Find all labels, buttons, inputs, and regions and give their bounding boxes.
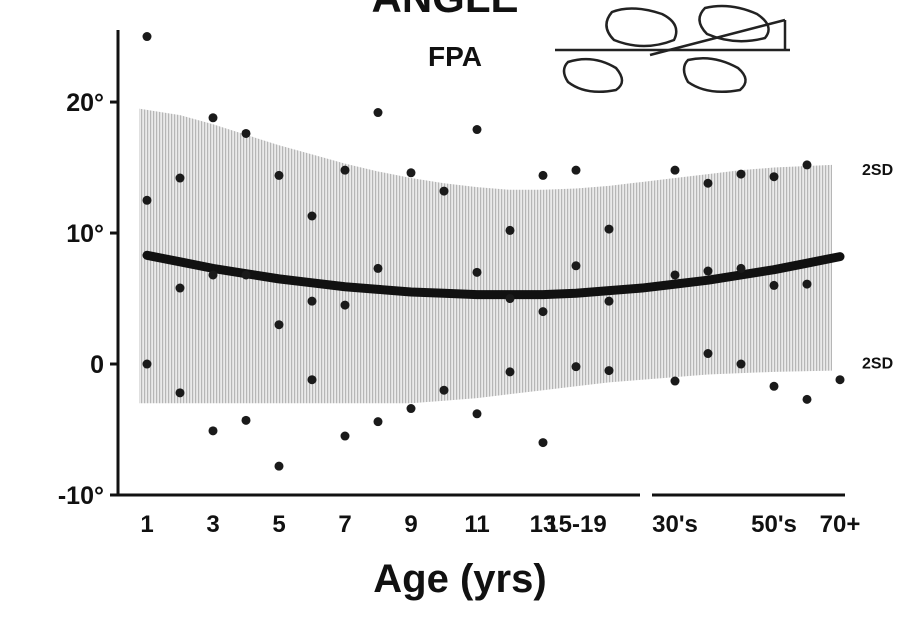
data-point (604, 296, 614, 306)
x-tick-label: 9 (404, 511, 417, 538)
data-point (142, 359, 152, 369)
data-point (340, 165, 350, 175)
foot-illustration (555, 4, 790, 93)
data-point (703, 178, 713, 188)
data-point (406, 168, 416, 178)
data-point (703, 349, 713, 359)
data-point (439, 385, 449, 395)
data-point (142, 195, 152, 205)
data-point (571, 261, 581, 271)
data-point (670, 270, 680, 280)
data-point (175, 283, 185, 293)
data-point (505, 367, 515, 377)
data-point (241, 270, 251, 280)
data-point (472, 125, 482, 135)
data-point (307, 375, 317, 385)
data-point (175, 173, 185, 183)
data-point (406, 404, 416, 414)
data-point (307, 211, 317, 221)
data-point (373, 263, 383, 273)
y-tick-label: 20° (66, 89, 104, 117)
data-point (538, 307, 548, 317)
data-point (604, 366, 614, 376)
x-tick-label: 15-19 (545, 511, 606, 538)
x-tick-label: 1 (140, 511, 153, 538)
chart-title: ANGLE (372, 0, 519, 21)
data-point (505, 294, 515, 304)
data-point (373, 417, 383, 427)
annotation: 2SD (862, 356, 893, 373)
data-point (472, 409, 482, 419)
data-point (736, 359, 746, 369)
sd-band (139, 108, 832, 404)
data-point (571, 362, 581, 372)
data-point (538, 170, 548, 180)
data-point (142, 32, 152, 42)
x-axis-label: Age (yrs) (373, 557, 546, 601)
data-point (307, 296, 317, 306)
data-point (571, 165, 581, 175)
data-point (736, 263, 746, 273)
chart-subtitle: FPA (428, 41, 482, 72)
data-point (274, 320, 284, 330)
data-point (736, 169, 746, 179)
data-point (439, 186, 449, 196)
x-tick-label: 11 (464, 511, 489, 538)
data-point (208, 113, 218, 123)
data-point (241, 128, 251, 138)
x-tick-label: 50's (751, 511, 797, 538)
data-point (604, 224, 614, 234)
annotation: 2SD (862, 162, 893, 179)
data-point (175, 388, 185, 398)
data-point (241, 415, 251, 425)
data-point (769, 381, 779, 391)
x-tick-label: 3 (206, 511, 219, 538)
data-point (472, 267, 482, 277)
x-tick-label: 13 (530, 511, 557, 538)
y-tick-label: 0 (90, 351, 104, 379)
x-tick-label: 30's (652, 511, 698, 538)
data-point (538, 438, 548, 448)
data-point (670, 376, 680, 386)
data-point (274, 170, 284, 180)
mean-curve (142, 250, 845, 300)
y-tick-label: 10° (66, 220, 104, 248)
data-point (208, 426, 218, 436)
y-tick-label: -10° (58, 482, 104, 510)
x-tick-label: 70+ (820, 511, 861, 538)
data-point (340, 300, 350, 310)
data-point (373, 108, 383, 118)
data-point (670, 165, 680, 175)
data-point (340, 431, 350, 441)
data-point (835, 375, 845, 385)
data-point (802, 160, 812, 170)
data-point (769, 172, 779, 182)
data-point (769, 280, 779, 290)
data-point (802, 279, 812, 289)
data-point (802, 394, 812, 404)
data-point (208, 270, 218, 280)
x-tick-label: 5 (272, 511, 285, 538)
data-point (703, 266, 713, 276)
x-tick-label: 7 (338, 511, 351, 538)
data-point (274, 461, 284, 471)
data-point (505, 225, 515, 235)
